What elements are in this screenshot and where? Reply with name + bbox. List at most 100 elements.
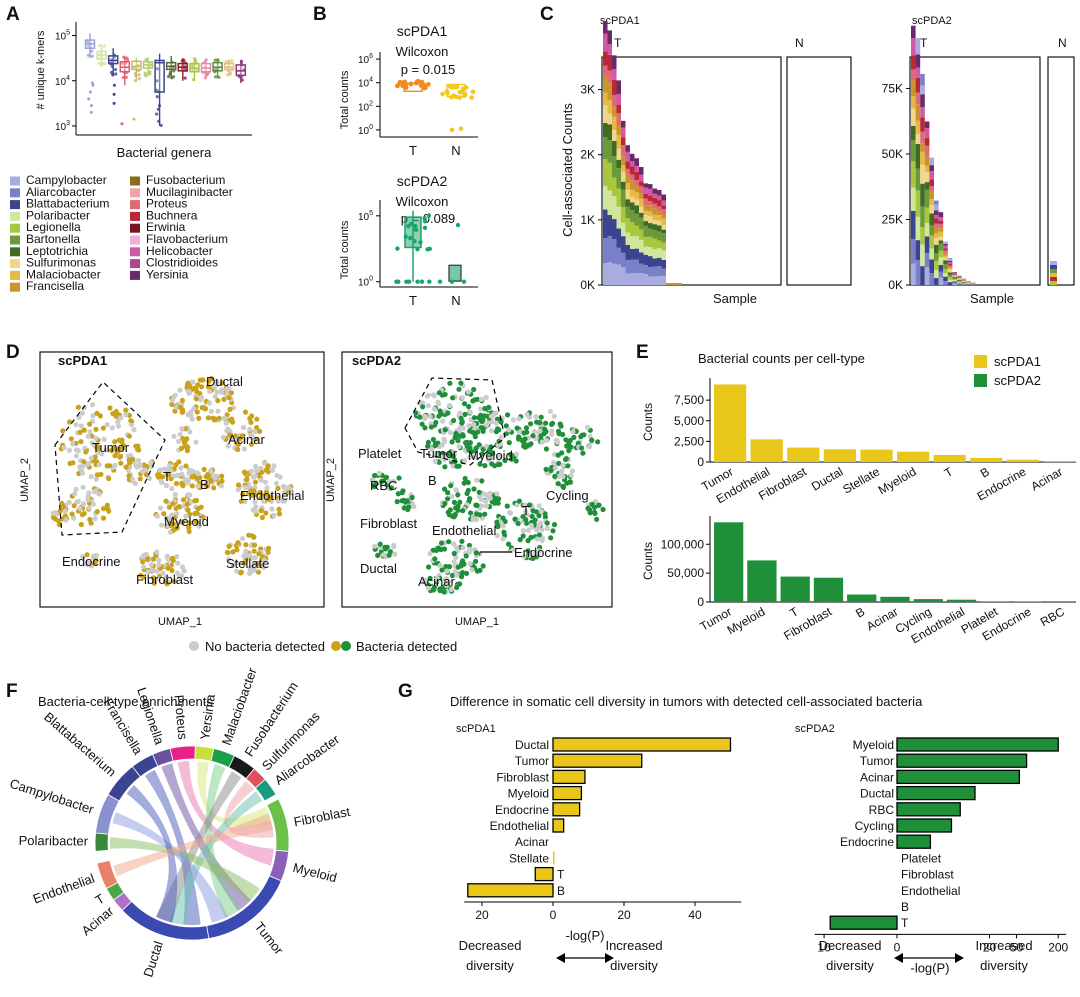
- umap1-cell: [149, 562, 154, 567]
- c-left-ytick-label: 3K: [580, 83, 595, 97]
- umap1-cell: [128, 418, 133, 423]
- c-left-segment: [648, 247, 653, 256]
- e-bar: [787, 448, 819, 462]
- g-right-bar: [897, 770, 1019, 783]
- umap2-cell: [592, 510, 597, 515]
- c-left-segment: [657, 215, 662, 221]
- umap2-cell: [558, 424, 563, 429]
- c-right-segment: [925, 172, 930, 182]
- f-segment-label: Ductal: [140, 939, 166, 979]
- c-right-segment: [911, 161, 916, 187]
- umap1-cell: [81, 459, 86, 464]
- c-right-segment: [920, 107, 925, 117]
- b-bottom-point-t: [427, 213, 431, 217]
- umap2-cell: [446, 539, 451, 544]
- g-right-category: Platelet: [901, 851, 942, 865]
- umap2-cell: [461, 433, 466, 438]
- a-point: [98, 44, 101, 47]
- c-left-segment: [635, 187, 640, 192]
- umap2-cell: [559, 469, 564, 474]
- umap1-cell: [87, 461, 92, 466]
- umap1-cell: [81, 501, 86, 506]
- umap2-cell: [548, 535, 553, 540]
- umap2-cell: [468, 561, 473, 566]
- umap1-cell: [135, 444, 140, 449]
- umap2-cell: [488, 496, 493, 501]
- panel-c-right-n-frame: [1048, 57, 1074, 285]
- umap2-cell: [530, 433, 535, 438]
- panel-b-bottom-group-n: N: [451, 293, 460, 308]
- umap1-cell: [198, 378, 203, 383]
- c-left-segment: [621, 207, 626, 223]
- umap1-cell: [78, 430, 83, 435]
- legend-green-dot: [341, 641, 351, 651]
- umap1-cell: [106, 476, 111, 481]
- c-left-segment: [644, 194, 649, 199]
- umap1-label-myeloid: Myeloid: [164, 514, 209, 529]
- c-right-segment: [952, 274, 957, 275]
- umap1-cell: [196, 471, 201, 476]
- c-left-segment: [662, 230, 667, 234]
- g-left-category: Endothelial: [490, 819, 549, 833]
- c-right-segment: [943, 269, 948, 273]
- panel-d: D scPDA1 Ductal Acinar Tumor T B Endothe…: [6, 342, 612, 654]
- c-left-segment: [626, 183, 631, 190]
- panel-b-top-title: scPDA1: [397, 23, 448, 39]
- c-right-segment: [962, 284, 967, 285]
- c-right-segment: [952, 272, 957, 273]
- c-right-segment: [929, 236, 934, 249]
- c-right-segment: [934, 278, 939, 285]
- c-left-segment: [639, 167, 644, 175]
- umap1-cell: [112, 463, 117, 468]
- umap1-cell: [187, 529, 192, 534]
- umap2-cell: [560, 474, 565, 479]
- c-left-segment: [657, 266, 662, 276]
- umap2-cell: [524, 412, 529, 417]
- umap2-cell: [459, 416, 464, 421]
- umap1-cell: [178, 405, 183, 410]
- c-right-n-segment: [1050, 261, 1057, 265]
- b-bottom-point-t: [415, 247, 419, 251]
- c-right-segment: [929, 180, 934, 187]
- c-left-segment: [639, 206, 644, 212]
- legend-swatch: [130, 247, 140, 256]
- c-right-segment: [948, 262, 953, 264]
- c-right-segment: [934, 233, 939, 238]
- umap1-cell: [170, 501, 175, 506]
- a-point: [156, 95, 159, 98]
- c-right-segment: [929, 158, 934, 166]
- umap2-cell: [454, 545, 459, 550]
- b-top-point-t: [409, 82, 414, 87]
- c-left-segment: [608, 114, 613, 125]
- umap1-cell: [180, 410, 185, 415]
- umap2-cell: [460, 395, 465, 400]
- c-right-segment: [911, 96, 916, 108]
- umap2-cell: [542, 427, 547, 432]
- c-left-segment: [648, 256, 653, 267]
- umap2-label-platelet: Platelet: [358, 446, 402, 461]
- legend-swatch: [10, 236, 20, 245]
- c-right-segment: [925, 121, 930, 128]
- panel-b-top-points: [395, 79, 475, 132]
- umap2-cell: [372, 544, 377, 549]
- c-left-segment: [648, 184, 653, 189]
- e-xtick-label: B: [853, 604, 867, 620]
- c-left-segment: [644, 237, 649, 247]
- umap2-cell: [482, 463, 487, 468]
- b-bottom-point-t: [425, 247, 429, 251]
- b-top-ytick-label: 106: [358, 53, 373, 66]
- panel-letter-e: E: [636, 342, 649, 363]
- umap2-cell: [506, 427, 511, 432]
- umap1-cell: [187, 390, 192, 395]
- c-left-segment: [617, 80, 622, 94]
- umap2-cell: [595, 439, 600, 444]
- c-left-segment: [626, 274, 631, 285]
- c-right-segment: [916, 55, 921, 68]
- umap1-cell: [97, 462, 102, 467]
- g-left-category: Ductal: [515, 738, 549, 752]
- umap1-cell: [251, 535, 256, 540]
- g-left-bar: [553, 770, 585, 783]
